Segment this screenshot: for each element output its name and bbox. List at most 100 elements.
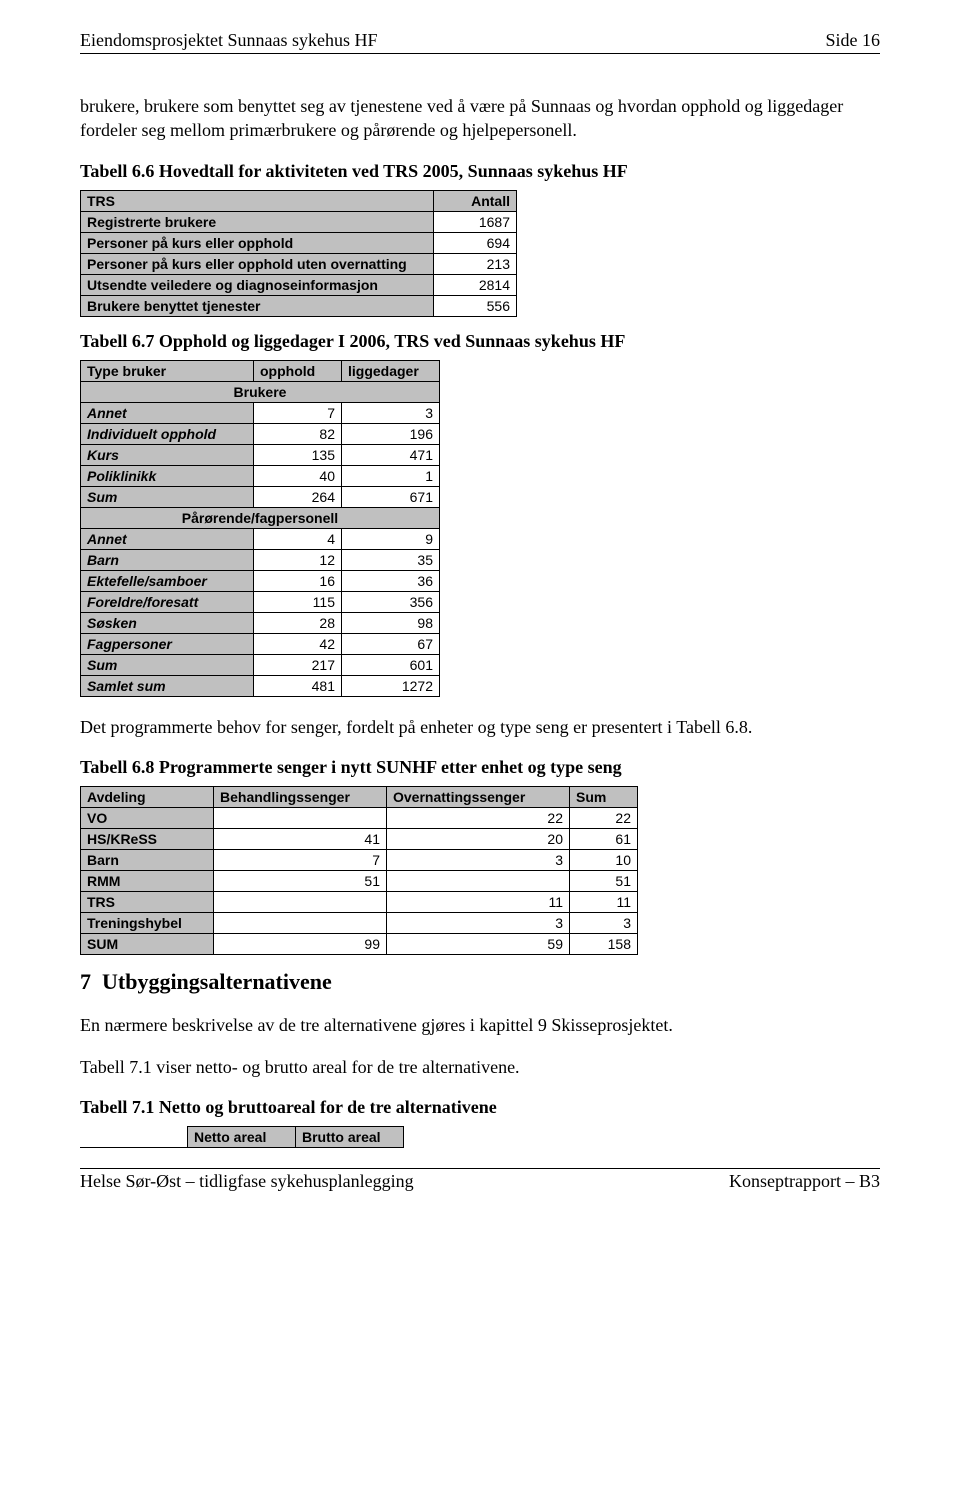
t66-r1-label: Personer på kurs eller opphold <box>81 232 434 253</box>
t67b-r1-v1: 12 <box>254 549 342 570</box>
t67a-r3-v2: 1 <box>342 465 440 486</box>
t67a-r4-v2: 671 <box>342 486 440 507</box>
t68-r4-l: TRS <box>81 891 214 912</box>
t67b-r0-l: Annet <box>81 528 254 549</box>
t68-r0-v3: 22 <box>570 807 638 828</box>
t67b-r6-l: Sum <box>81 654 254 675</box>
table71-h2: Brutto areal <box>296 1127 404 1148</box>
para3: En nærmere beskrivelse av de tre alterna… <box>80 1013 880 1037</box>
t67b-r5-l: Fagpersoner <box>81 633 254 654</box>
section7-title: Utbyggingsalternativene <box>102 969 332 994</box>
t68-r5-v3: 3 <box>570 912 638 933</box>
table66-h1: TRS <box>81 190 434 211</box>
t68-r4-v1 <box>214 891 387 912</box>
table68-h3: Overnattingssenger <box>387 786 570 807</box>
t68-r0-l: VO <box>81 807 214 828</box>
t67a-r0-v2: 3 <box>342 402 440 423</box>
t68-r4-v2: 11 <box>387 891 570 912</box>
t68-r3-v3: 51 <box>570 870 638 891</box>
table67-h3: liggedager <box>342 360 440 381</box>
table66-h2: Antall <box>434 190 517 211</box>
t68-r5-v2: 3 <box>387 912 570 933</box>
t67a-r2-l: Kurs <box>81 444 254 465</box>
t66-r2-val: 213 <box>434 253 517 274</box>
t68-r5-v1 <box>214 912 387 933</box>
t67b-r0-v2: 9 <box>342 528 440 549</box>
page-header: Eiendomsprosjektet Sunnaas sykehus HF Si… <box>80 30 880 54</box>
table71-caption: Tabell 7.1 Netto og bruttoareal for de t… <box>80 1097 880 1118</box>
table67: Type bruker opphold liggedager Brukere A… <box>80 360 440 697</box>
t68-r6-l: SUM <box>81 933 214 954</box>
t67b-r1-v2: 35 <box>342 549 440 570</box>
table67-sub1: Brukere <box>81 381 440 402</box>
intro-paragraph: brukere, brukere som benyttet seg av tje… <box>80 94 880 143</box>
t68-r4-v3: 11 <box>570 891 638 912</box>
table66: TRS Antall Registrerte brukere1687 Perso… <box>80 190 517 317</box>
table66-caption: Tabell 6.6 Hovedtall for aktiviteten ved… <box>80 161 880 182</box>
section7-heading: 7 Utbyggingsalternativene <box>80 969 880 995</box>
para4: Tabell 7.1 viser netto- og brutto areal … <box>80 1055 880 1079</box>
table67-caption: Tabell 6.7 Opphold og liggedager I 2006,… <box>80 331 880 352</box>
table67-h2: opphold <box>254 360 342 381</box>
header-right: Side 16 <box>825 30 880 51</box>
t67b-r0-v1: 4 <box>254 528 342 549</box>
t67b-r1-l: Barn <box>81 549 254 570</box>
t68-r1-v3: 61 <box>570 828 638 849</box>
t68-r1-v2: 20 <box>387 828 570 849</box>
t68-r6-v3: 158 <box>570 933 638 954</box>
footer-right: Konseptrapport – B3 <box>729 1171 880 1192</box>
t66-r2-label: Personer på kurs eller opphold uten over… <box>81 253 434 274</box>
t67a-r2-v1: 135 <box>254 444 342 465</box>
t67b-r2-v2: 36 <box>342 570 440 591</box>
t68-r2-l: Barn <box>81 849 214 870</box>
t67a-r4-v1: 264 <box>254 486 342 507</box>
t68-r6-v1: 99 <box>214 933 387 954</box>
table71-h1: Netto areal <box>188 1127 296 1148</box>
t67b-r4-v1: 28 <box>254 612 342 633</box>
t66-r3-label: Utsendte veiledere og diagnoseinformasjo… <box>81 274 434 295</box>
t68-r3-v1: 51 <box>214 870 387 891</box>
table71: Netto areal Brutto areal <box>80 1126 404 1148</box>
t67b-r2-l: Ektefelle/samboer <box>81 570 254 591</box>
table68-h1: Avdeling <box>81 786 214 807</box>
t67b-r4-l: Søsken <box>81 612 254 633</box>
t68-r3-l: RMM <box>81 870 214 891</box>
t67b-r3-l: Foreldre/foresatt <box>81 591 254 612</box>
t66-r3-val: 2814 <box>434 274 517 295</box>
t67b-r7-v1: 481 <box>254 675 342 696</box>
t68-r2-v3: 10 <box>570 849 638 870</box>
table68: Avdeling Behandlingssenger Overnattingss… <box>80 786 638 955</box>
t67b-r2-v1: 16 <box>254 570 342 591</box>
t66-r0-label: Registrerte brukere <box>81 211 434 232</box>
t67b-r6-v1: 217 <box>254 654 342 675</box>
table68-h4: Sum <box>570 786 638 807</box>
para2: Det programmerte behov for senger, forde… <box>80 715 880 739</box>
t67a-r1-v2: 196 <box>342 423 440 444</box>
t68-r6-v2: 59 <box>387 933 570 954</box>
t66-r4-label: Brukere benyttet tjenester <box>81 295 434 316</box>
t68-r5-l: Treningshybel <box>81 912 214 933</box>
t68-r3-v2 <box>387 870 570 891</box>
t68-r2-v1: 7 <box>214 849 387 870</box>
t68-r1-l: HS/KReSS <box>81 828 214 849</box>
t67b-r5-v2: 67 <box>342 633 440 654</box>
t68-r1-v1: 41 <box>214 828 387 849</box>
t68-r0-v2: 22 <box>387 807 570 828</box>
t67b-r6-v2: 601 <box>342 654 440 675</box>
section7-num: 7 <box>80 969 91 994</box>
t66-r0-val: 1687 <box>434 211 517 232</box>
t66-r4-val: 556 <box>434 295 517 316</box>
table68-h2: Behandlingssenger <box>214 786 387 807</box>
t67a-r1-v1: 82 <box>254 423 342 444</box>
t67a-r0-v1: 7 <box>254 402 342 423</box>
t66-r1-val: 694 <box>434 232 517 253</box>
t67b-r7-l: Samlet sum <box>81 675 254 696</box>
t67b-r7-v2: 1272 <box>342 675 440 696</box>
t67b-r5-v1: 42 <box>254 633 342 654</box>
t67b-r4-v2: 98 <box>342 612 440 633</box>
t67a-r1-l: Individuelt opphold <box>81 423 254 444</box>
t67a-r3-l: Poliklinikk <box>81 465 254 486</box>
table68-caption: Tabell 6.8 Programmerte senger i nytt SU… <box>80 757 880 778</box>
page-footer: Helse Sør-Øst – tidligfase sykehusplanle… <box>80 1168 880 1192</box>
header-left: Eiendomsprosjektet Sunnaas sykehus HF <box>80 30 377 51</box>
